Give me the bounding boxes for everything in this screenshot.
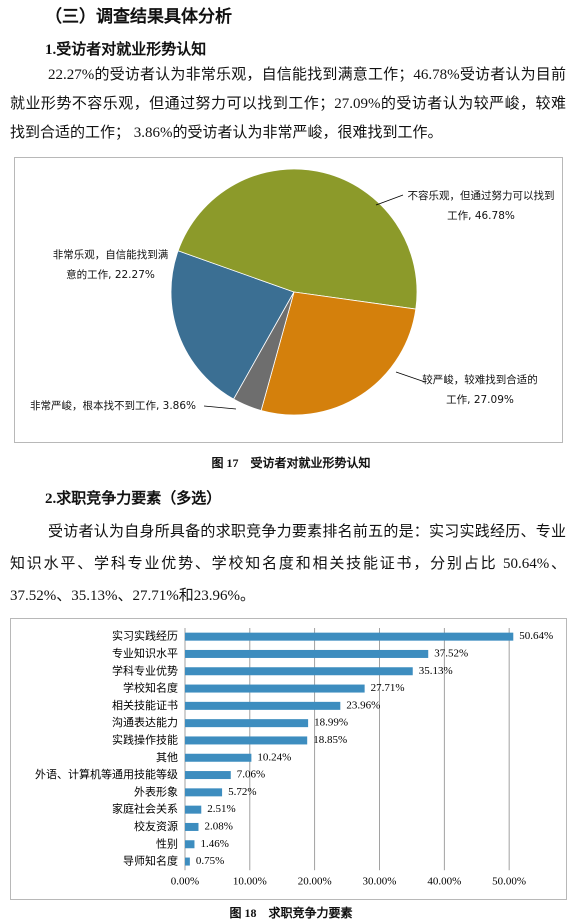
y-tick-label: 性别 xyxy=(156,836,178,850)
value-label: 7.06% xyxy=(237,769,265,781)
bar xyxy=(185,684,365,693)
value-label: 1.46% xyxy=(200,838,228,850)
bar xyxy=(185,736,308,745)
y-tick-label: 相关技能证书 xyxy=(112,698,178,712)
x-tick-label: 20.00% xyxy=(298,876,332,888)
pie-label: 不容乐观，但通过努力可以找到工作, 46.78% xyxy=(407,190,555,222)
bar xyxy=(185,719,309,728)
bar xyxy=(185,805,202,814)
value-label: 18.85% xyxy=(313,734,347,746)
value-label: 2.08% xyxy=(204,820,232,832)
y-tick-label: 学科专业优势 xyxy=(112,663,178,677)
bar xyxy=(185,667,413,676)
bar xyxy=(185,701,341,710)
x-tick-label: 40.00% xyxy=(427,876,461,888)
pie-slice xyxy=(177,168,418,310)
value-label: 27.71% xyxy=(371,682,405,694)
bar xyxy=(185,649,429,658)
pie-chart xyxy=(170,168,426,416)
pie-slice xyxy=(260,291,417,416)
chart-frame xyxy=(14,157,563,443)
bar xyxy=(185,771,231,780)
x-tick-label: 30.00% xyxy=(363,876,397,888)
value-label: 2.51% xyxy=(207,803,235,815)
y-tick-label: 家庭社会关系 xyxy=(112,802,178,816)
y-tick-label: 导师知名度 xyxy=(123,854,178,868)
value-label: 23.96% xyxy=(346,699,380,711)
bar xyxy=(185,840,195,849)
y-tick-label: 实践操作技能 xyxy=(112,732,178,746)
value-label: 35.13% xyxy=(419,665,453,677)
x-tick-label: 50.00% xyxy=(492,876,526,888)
y-tick-label: 外表形象 xyxy=(134,784,178,798)
leader-line xyxy=(375,194,404,206)
value-label: 5.72% xyxy=(228,786,256,798)
subsection-title: 2.求职竞争力要素（多选） xyxy=(45,491,222,507)
pie-slice xyxy=(233,291,295,412)
bar xyxy=(185,632,514,641)
value-label: 37.52% xyxy=(434,647,468,659)
figure-caption: 图 18 求职竞争力要素 xyxy=(229,906,353,920)
y-tick-label: 校友资源 xyxy=(134,819,178,833)
bar xyxy=(185,753,252,762)
figure-caption: 图 17 受访者对就业形势认知 xyxy=(211,456,371,470)
pie-label: 非常严峻，根本找不到工作, 3.86% xyxy=(29,400,197,412)
x-tick-label: 0.00% xyxy=(171,876,199,888)
value-label: 10.24% xyxy=(257,751,291,763)
paragraph: 22.27%的受访者认为非常乐观，自信能找到满意工作；46.78%受访者认为目前… xyxy=(10,67,566,141)
value-label: 50.64% xyxy=(519,630,553,642)
y-tick-label: 沟通表达能力 xyxy=(112,715,178,729)
bar-chart: 0.00% 10.00% 20.00% 30.00% 40.00% 50.00% 实习实践经… xyxy=(35,628,553,888)
bar xyxy=(185,788,223,797)
x-tick-label: 10.00% xyxy=(233,876,267,888)
y-tick-label: 学校知名度 xyxy=(123,681,178,695)
value-label: 18.99% xyxy=(314,717,348,729)
y-tick-label: 实习实践经历 xyxy=(112,629,178,643)
subsection-title: 1.受访者对就业形势认知 xyxy=(45,42,207,58)
pie-slice xyxy=(170,250,295,400)
pie-label: 较严峻，较难找到合适的工作, 27.09% xyxy=(422,374,538,406)
y-tick-label: 其他 xyxy=(156,751,178,764)
chart-frame xyxy=(10,618,567,900)
paragraph: 受访者认为自身所具备的求职竞争力要素排名前五的是：实习实践经历、专业知识水平、学… xyxy=(10,524,566,604)
leader-line xyxy=(395,371,426,383)
bar xyxy=(185,857,190,866)
value-label: 0.75% xyxy=(196,855,224,867)
y-tick-label: 外语、计算机等通用技能等级 xyxy=(35,767,178,781)
pie-label: 非常乐观，自信能找到满意的工作, 22.27% xyxy=(52,249,169,281)
section-title: （三）调查结果具体分析 xyxy=(45,7,232,26)
bar xyxy=(185,822,199,831)
y-tick-label: 专业知识水平 xyxy=(112,646,178,660)
leader-line xyxy=(203,405,237,410)
